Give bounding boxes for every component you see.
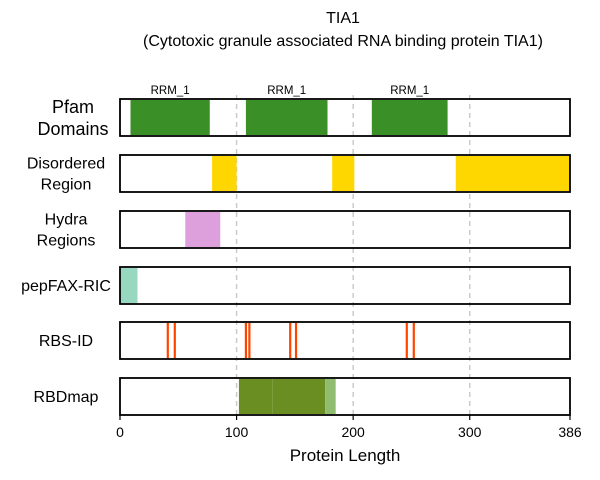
- x-tick-label: 386: [558, 424, 582, 440]
- track-frame: [119, 266, 571, 305]
- track-frame: [119, 210, 571, 249]
- track-frame: [119, 377, 571, 416]
- track-label: Hydra: [45, 212, 88, 229]
- x-tick-label: 200: [341, 424, 365, 440]
- x-axis-label: Protein Length: [290, 446, 401, 465]
- track-frame: [119, 98, 571, 137]
- domain-label: RRM_1: [390, 85, 429, 97]
- x-tick-label: 300: [458, 424, 482, 440]
- track-segment: [130, 100, 210, 135]
- track-segment: [120, 268, 138, 303]
- track-label: Disordered: [27, 156, 105, 173]
- track-label: Domains: [37, 119, 108, 139]
- track-segment: [245, 100, 328, 135]
- x-tick-label: 100: [225, 424, 249, 440]
- track-label: Pfam: [52, 97, 94, 117]
- track-label: RBS-ID: [39, 333, 93, 350]
- domain-label: RRM_1: [151, 85, 190, 97]
- track-frame: [119, 154, 571, 193]
- track-segment: [272, 379, 326, 414]
- track-segment: [185, 212, 221, 247]
- domain-label: RRM_1: [267, 85, 306, 97]
- track-segment: [371, 100, 448, 135]
- track-segment: [325, 379, 336, 414]
- track-frame: [119, 321, 571, 360]
- track-label: Region: [41, 177, 92, 194]
- track-segment: [238, 379, 273, 414]
- x-tick-label: 0: [116, 424, 124, 440]
- track-label: Regions: [37, 233, 96, 250]
- track-segment: [212, 156, 237, 191]
- track-label: RBDmap: [34, 389, 99, 406]
- chart-title-line2: (Cytotoxic granule associated RNA bindin…: [143, 33, 543, 50]
- track-segment: [332, 156, 355, 191]
- chart-title-line1: TIA1: [326, 10, 360, 27]
- track-segment: [455, 156, 570, 191]
- track-label: pepFAX-RIC: [21, 278, 111, 295]
